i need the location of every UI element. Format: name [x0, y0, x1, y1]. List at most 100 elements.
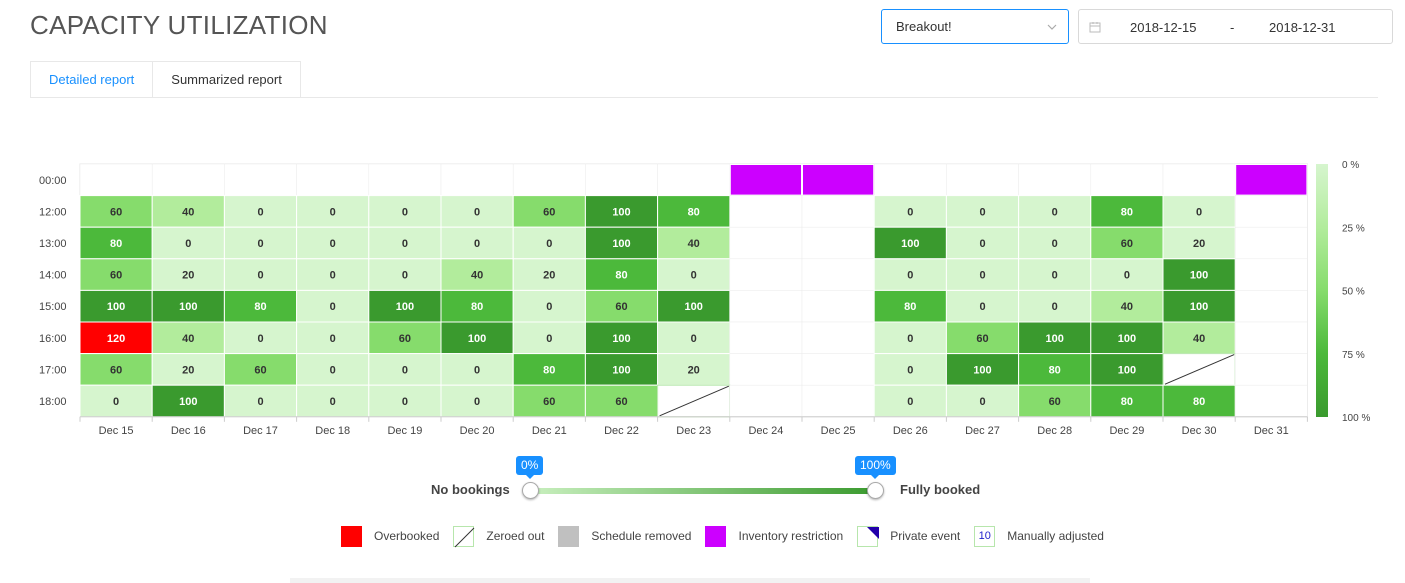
x-tick-label: Dec 30 — [1182, 425, 1217, 437]
legend-item-zeroed-out: Zeroed out — [453, 525, 544, 547]
heatmap-cell-empty — [1234, 384, 1308, 418]
date-range-picker[interactable]: 2018-12-15 - 2018-12-31 — [1078, 9, 1393, 44]
heatmap-cell-value: 0 — [691, 270, 697, 282]
capacity-filter-slider: No bookings 0% 100% Fully booked — [0, 455, 1405, 505]
zeroed-out-mark — [1164, 354, 1235, 385]
slider-min-handle[interactable] — [522, 482, 539, 499]
heatmap-cell — [1090, 226, 1164, 260]
heatmap-cell-value: 40 — [688, 238, 700, 250]
heatmap-cell-value: 60 — [976, 333, 988, 345]
heatmap-cell-empty — [1162, 163, 1236, 196]
heatmap-cell — [1090, 353, 1164, 386]
x-tick-label: Dec 16 — [171, 425, 206, 437]
heatmap-cell-value: 0 — [1052, 270, 1058, 282]
legend-label: Manually adjusted — [1007, 529, 1104, 543]
color-scale-bar — [1316, 164, 1328, 417]
tab-detailed-report[interactable]: Detailed report — [30, 61, 154, 98]
heatmap-cell-value: 0 — [185, 238, 191, 250]
heatmap-cell-inventory-restriction — [1235, 164, 1308, 196]
y-tick-label: 14:00 — [39, 270, 67, 282]
heatmap-cell-empty — [801, 195, 875, 228]
x-tick-label: Dec 18 — [315, 425, 350, 437]
heatmap-cell — [873, 289, 947, 323]
heatmap-cell-value: 40 — [182, 206, 194, 218]
slider-max-handle[interactable] — [867, 482, 884, 499]
y-tick-label: 13:00 — [39, 238, 67, 250]
heatmap-cell-value: 40 — [471, 270, 483, 282]
heatmap-cell-value: 0 — [1196, 206, 1202, 218]
heatmap-cell-empty — [801, 321, 875, 354]
heatmap-cell-value: 40 — [1121, 301, 1133, 313]
heatmap-cell-value: 100 — [901, 238, 919, 250]
heatmap-cell-value: 80 — [615, 270, 627, 282]
heatmap-cell-empty — [1234, 258, 1308, 291]
heatmap-cell-value: 0 — [330, 270, 336, 282]
heatmap-cell-value: 80 — [688, 206, 700, 218]
heatmap-cell — [512, 226, 586, 260]
heatmap-cell-value: 20 — [1193, 238, 1205, 250]
heatmap-cell — [223, 258, 298, 291]
heatmap-cell — [79, 321, 153, 355]
heatmap-cell-empty — [729, 290, 803, 323]
heatmap-cell-value: 0 — [257, 396, 263, 408]
end-date-input[interactable]: 2018-12-31 — [1269, 20, 1336, 35]
heatmap-cell-value: 0 — [546, 301, 552, 313]
color-scale-tick-label: 25 % — [1342, 223, 1365, 234]
heatmap-cell-value: 0 — [979, 206, 985, 218]
heatmap-cell — [512, 384, 586, 418]
room-select[interactable]: Breakout! — [881, 9, 1069, 44]
heatmap-cell-empty — [729, 353, 803, 386]
heatmap-cell — [1018, 226, 1092, 260]
heatmap-cell-value: 0 — [402, 270, 408, 282]
tab-summarized-report[interactable]: Summarized report — [153, 61, 301, 98]
heatmap-cell-empty — [1234, 290, 1308, 323]
heatmap-cell-value: 100 — [179, 301, 197, 313]
heatmap-cell-value: 0 — [474, 364, 480, 376]
heatmap-cell-empty — [296, 163, 370, 196]
heatmap-cell-value: 0 — [474, 238, 480, 250]
y-tick-label: 00:00 — [39, 175, 67, 187]
heatmap-cell-value: 80 — [1049, 364, 1061, 376]
heatmap-cell — [223, 384, 298, 418]
heatmap-cell — [1090, 289, 1164, 323]
heatmap-cell-empty — [1018, 163, 1092, 196]
heatmap-cell-empty — [873, 163, 947, 196]
heatmap-cell-value: 100 — [179, 396, 197, 408]
heatmap-cell — [512, 258, 586, 291]
heatmap-cell-empty — [368, 163, 442, 196]
color-scale-tick-label: 75 % — [1342, 350, 1365, 361]
heatmap-cell — [368, 321, 442, 355]
legend-item-inventory-restriction: Inventory restriction — [705, 525, 843, 547]
slider-track[interactable] — [531, 488, 877, 494]
start-date-input[interactable]: 2018-12-15 — [1130, 20, 1197, 35]
heatmap-cell-value: 100 — [1046, 333, 1064, 345]
inventory-restriction-swatch — [705, 525, 727, 547]
page-title: CAPACITY UTILIZATION — [30, 10, 328, 40]
heatmap-cell-value: 0 — [1124, 270, 1130, 282]
heatmap-cell — [584, 321, 659, 355]
heatmap-cell-value: 0 — [474, 396, 480, 408]
heatmap-cell — [296, 258, 370, 291]
heatmap-cell — [223, 321, 298, 355]
heatmap-cell-value: 0 — [691, 333, 697, 345]
heatmap-cell-value: 80 — [1193, 396, 1205, 408]
heatmap-cell-value: 0 — [257, 333, 263, 345]
heatmap-cell-empty — [79, 163, 153, 196]
x-tick-label: Dec 28 — [1037, 425, 1072, 437]
heatmap-cell-empty — [1234, 195, 1308, 228]
heatmap-cell-value: 60 — [1049, 396, 1061, 408]
heatmap-cell-value: 60 — [110, 270, 122, 282]
zeroed-out-swatch — [453, 525, 475, 547]
heatmap-cell — [873, 195, 947, 228]
x-tick-label: Dec 23 — [676, 425, 711, 437]
heatmap-cell-value: 80 — [110, 238, 122, 250]
heatmap-cell — [512, 321, 586, 355]
heatmap-cell-value: 0 — [1052, 301, 1058, 313]
heatmap-cell-empty — [801, 353, 875, 386]
heatmap-cell-empty — [729, 321, 803, 354]
heatmap-cell-value: 120 — [107, 333, 125, 345]
heatmap-cell-empty — [729, 384, 803, 418]
heatmap-cell-value: 100 — [1190, 301, 1208, 313]
heatmap-cell — [873, 384, 947, 418]
heatmap-cell — [1018, 195, 1092, 228]
